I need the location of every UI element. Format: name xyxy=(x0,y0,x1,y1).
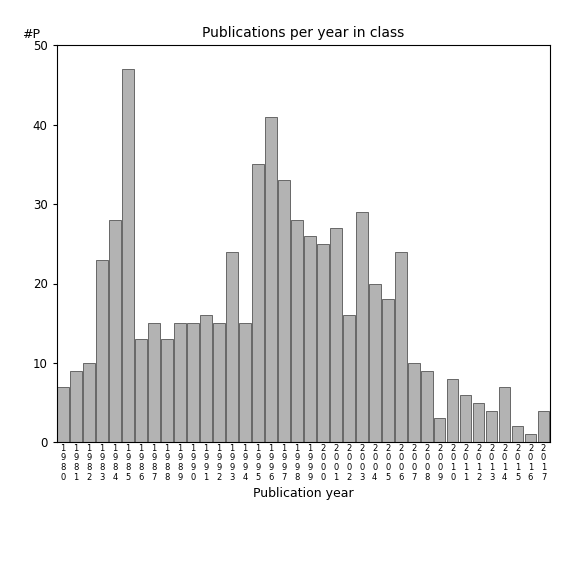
Bar xyxy=(382,299,393,442)
Title: Publications per year in class: Publications per year in class xyxy=(202,26,404,40)
Bar xyxy=(499,387,510,442)
Bar xyxy=(200,315,212,442)
Bar xyxy=(421,371,433,442)
Bar xyxy=(486,411,497,442)
Bar xyxy=(70,371,82,442)
Bar xyxy=(408,363,420,442)
Bar xyxy=(174,323,186,442)
Bar xyxy=(511,426,523,442)
Bar xyxy=(57,387,69,442)
Bar xyxy=(239,323,251,442)
Bar xyxy=(148,323,160,442)
Bar xyxy=(136,339,147,442)
Bar xyxy=(317,244,329,442)
Bar xyxy=(265,117,277,442)
Bar xyxy=(395,252,407,442)
Bar xyxy=(252,164,264,442)
Bar xyxy=(447,379,459,442)
Bar xyxy=(109,220,121,442)
Bar xyxy=(343,315,354,442)
Bar xyxy=(369,284,380,442)
Bar xyxy=(213,323,225,442)
Bar xyxy=(278,180,290,442)
Bar xyxy=(96,260,108,442)
Bar xyxy=(187,323,199,442)
Bar xyxy=(122,69,134,442)
Bar xyxy=(524,434,536,442)
Bar xyxy=(538,411,549,442)
Bar xyxy=(460,395,471,442)
Bar xyxy=(83,363,95,442)
Bar xyxy=(356,212,367,442)
Bar xyxy=(434,418,446,442)
Text: #P: #P xyxy=(22,28,40,41)
Bar xyxy=(291,220,303,442)
X-axis label: Publication year: Publication year xyxy=(253,487,354,500)
Bar xyxy=(304,236,316,442)
Bar xyxy=(226,252,238,442)
Bar xyxy=(473,403,484,442)
Bar xyxy=(161,339,173,442)
Bar xyxy=(330,228,342,442)
